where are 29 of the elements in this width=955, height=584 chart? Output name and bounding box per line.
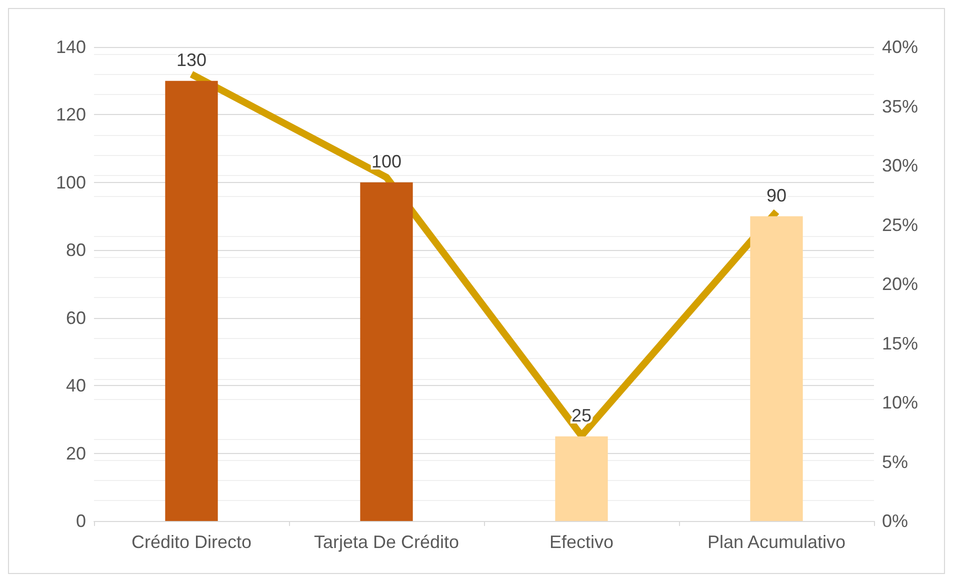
y2-tick-label: 40% bbox=[882, 37, 918, 57]
data-label: 90 bbox=[766, 185, 787, 206]
bar bbox=[750, 216, 803, 521]
y-tick-label: 60 bbox=[66, 308, 86, 328]
y2-tick-label: 35% bbox=[882, 96, 918, 116]
y2-tick-label: 0% bbox=[882, 511, 908, 531]
x-tick-label: Plan Acumulativo bbox=[707, 532, 846, 552]
y-tick-label: 140 bbox=[56, 37, 86, 57]
x-tick-label: Crédito Directo bbox=[131, 532, 252, 552]
y-tick-label: 20 bbox=[66, 443, 86, 464]
y2-tick-label: 5% bbox=[882, 452, 908, 472]
y2-tick-label: 20% bbox=[882, 274, 918, 294]
data-label: 100 bbox=[371, 151, 402, 172]
x-tick-label: Tarjeta De Crédito bbox=[314, 532, 460, 552]
data-label: 130 bbox=[176, 50, 207, 70]
y-tick-label: 100 bbox=[56, 172, 86, 192]
y2-tick-label: 30% bbox=[882, 156, 918, 176]
y2-tick-label: 10% bbox=[882, 392, 918, 412]
y2-tick-label: 15% bbox=[882, 333, 918, 354]
x-tick-label: Efectivo bbox=[549, 532, 614, 552]
bar bbox=[165, 80, 218, 521]
y-tick-label: 40 bbox=[66, 376, 86, 396]
bar bbox=[360, 182, 413, 521]
bar bbox=[555, 436, 608, 521]
y-tick-label: 80 bbox=[66, 240, 86, 260]
y-tick-label: 0 bbox=[76, 511, 86, 531]
y-tick-label: 120 bbox=[56, 104, 86, 125]
data-label: 25 bbox=[571, 405, 592, 426]
y2-tick-label: 25% bbox=[882, 214, 918, 235]
